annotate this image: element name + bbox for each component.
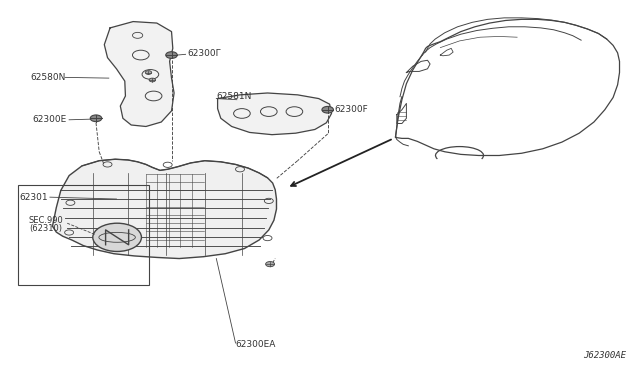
Text: 62301: 62301 [19, 193, 48, 202]
Text: 62300Γ: 62300Γ [187, 49, 221, 58]
Circle shape [90, 115, 102, 122]
Polygon shape [52, 159, 276, 259]
Circle shape [149, 78, 156, 82]
Polygon shape [218, 93, 332, 135]
Text: 62581N: 62581N [216, 92, 252, 101]
Text: 62300F: 62300F [334, 105, 368, 114]
Circle shape [266, 262, 275, 267]
Text: 62300E: 62300E [32, 115, 67, 124]
Text: J62300AE: J62300AE [583, 351, 626, 360]
Text: (62310): (62310) [29, 224, 62, 233]
Circle shape [145, 71, 152, 74]
Bar [18, 185, 149, 285]
Circle shape [166, 52, 177, 58]
Text: 62300EA: 62300EA [236, 340, 276, 349]
Polygon shape [104, 22, 174, 126]
Circle shape [322, 106, 333, 113]
Circle shape [93, 223, 141, 251]
Text: SEC.990: SEC.990 [29, 216, 63, 225]
Text: 62580N: 62580N [31, 73, 66, 82]
